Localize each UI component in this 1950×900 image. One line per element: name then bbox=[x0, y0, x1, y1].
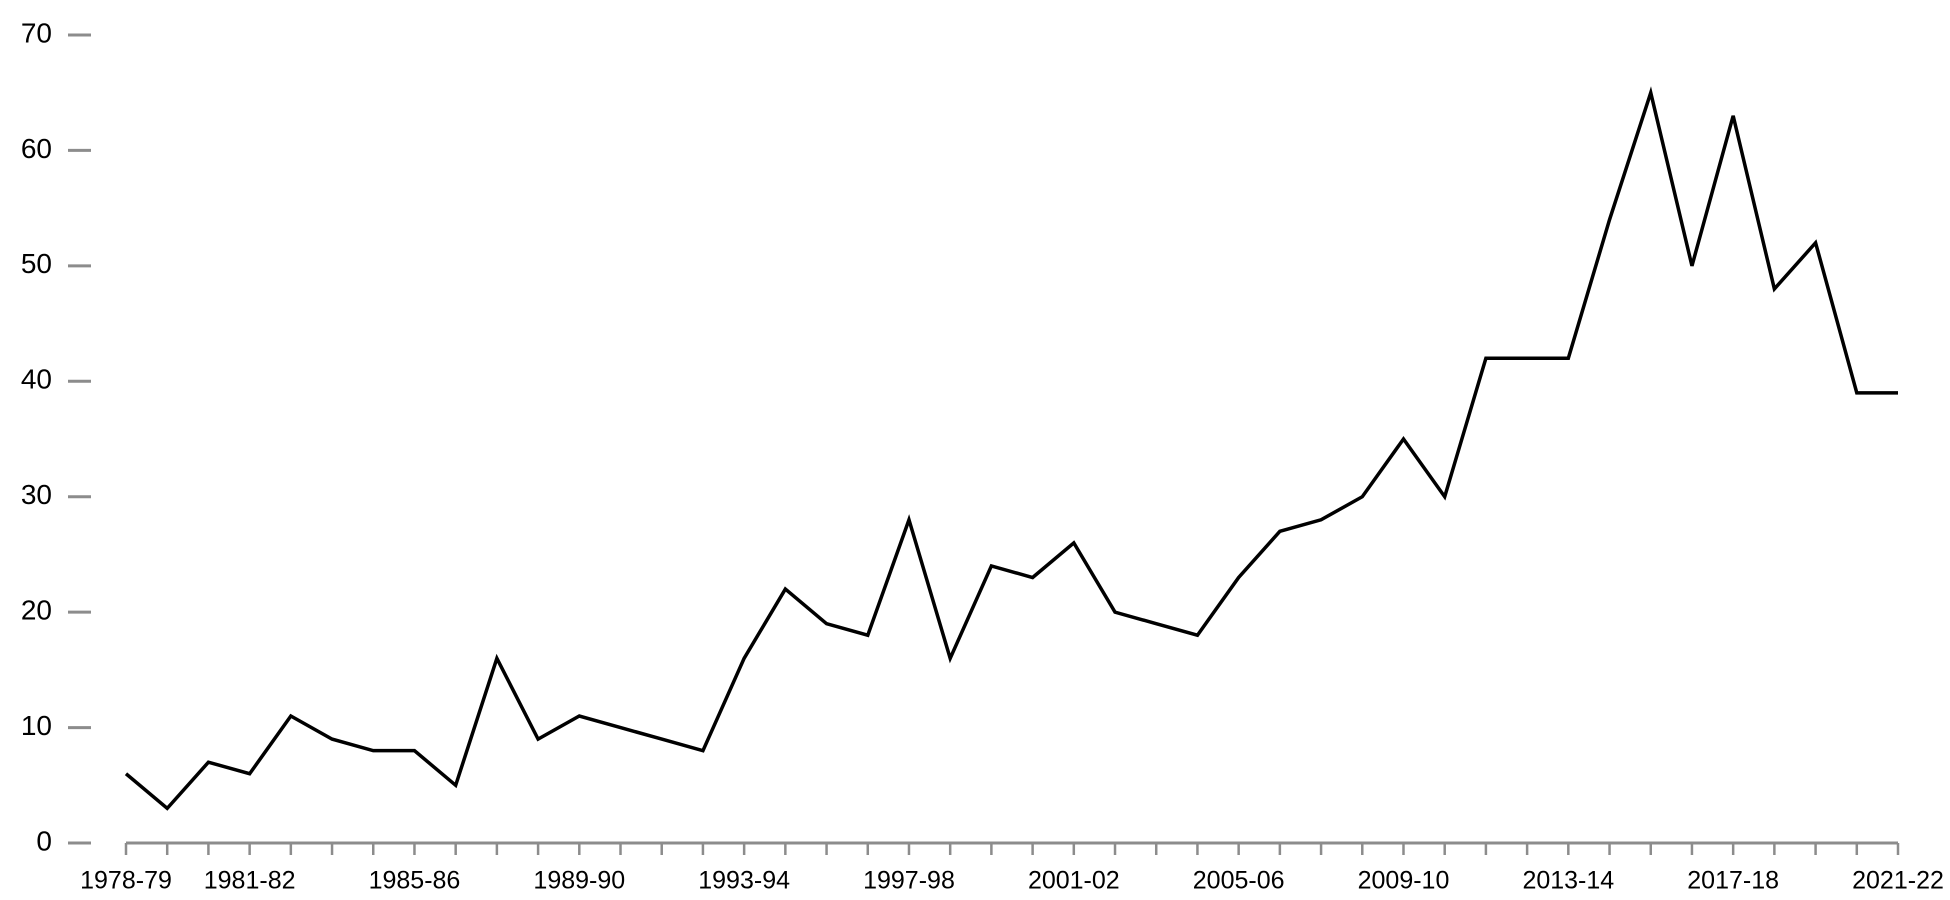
x-tick-label: 1989-90 bbox=[533, 867, 625, 895]
y-tick-label: 20 bbox=[21, 595, 52, 626]
y-tick-label: 60 bbox=[21, 133, 52, 164]
x-tick-label: 1981-82 bbox=[204, 867, 296, 895]
y-tick-label: 40 bbox=[21, 364, 52, 395]
x-tick-label: 2001-02 bbox=[1028, 867, 1120, 895]
y-tick-label: 30 bbox=[21, 479, 52, 510]
y-tick-label: 0 bbox=[36, 825, 52, 856]
y-tick-label: 70 bbox=[21, 17, 52, 48]
x-tick-label: 1993-94 bbox=[698, 867, 790, 895]
x-tick-label: 2009-10 bbox=[1358, 867, 1450, 895]
x-tick-label: 1985-86 bbox=[369, 867, 461, 895]
data-line bbox=[124, 86, 1898, 811]
x-tick-label: 2021-22 bbox=[1852, 867, 1944, 895]
y-tick-label: 10 bbox=[21, 710, 52, 741]
x-tick-label: 2017-18 bbox=[1687, 867, 1779, 895]
x-tick-label: 2013-14 bbox=[1522, 867, 1614, 895]
x-tick-label: 1997-98 bbox=[863, 867, 955, 895]
x-tick-label: 2005-06 bbox=[1193, 867, 1285, 895]
y-tick-label: 50 bbox=[21, 248, 52, 279]
x-tick-label: 1978-79 bbox=[80, 867, 172, 895]
